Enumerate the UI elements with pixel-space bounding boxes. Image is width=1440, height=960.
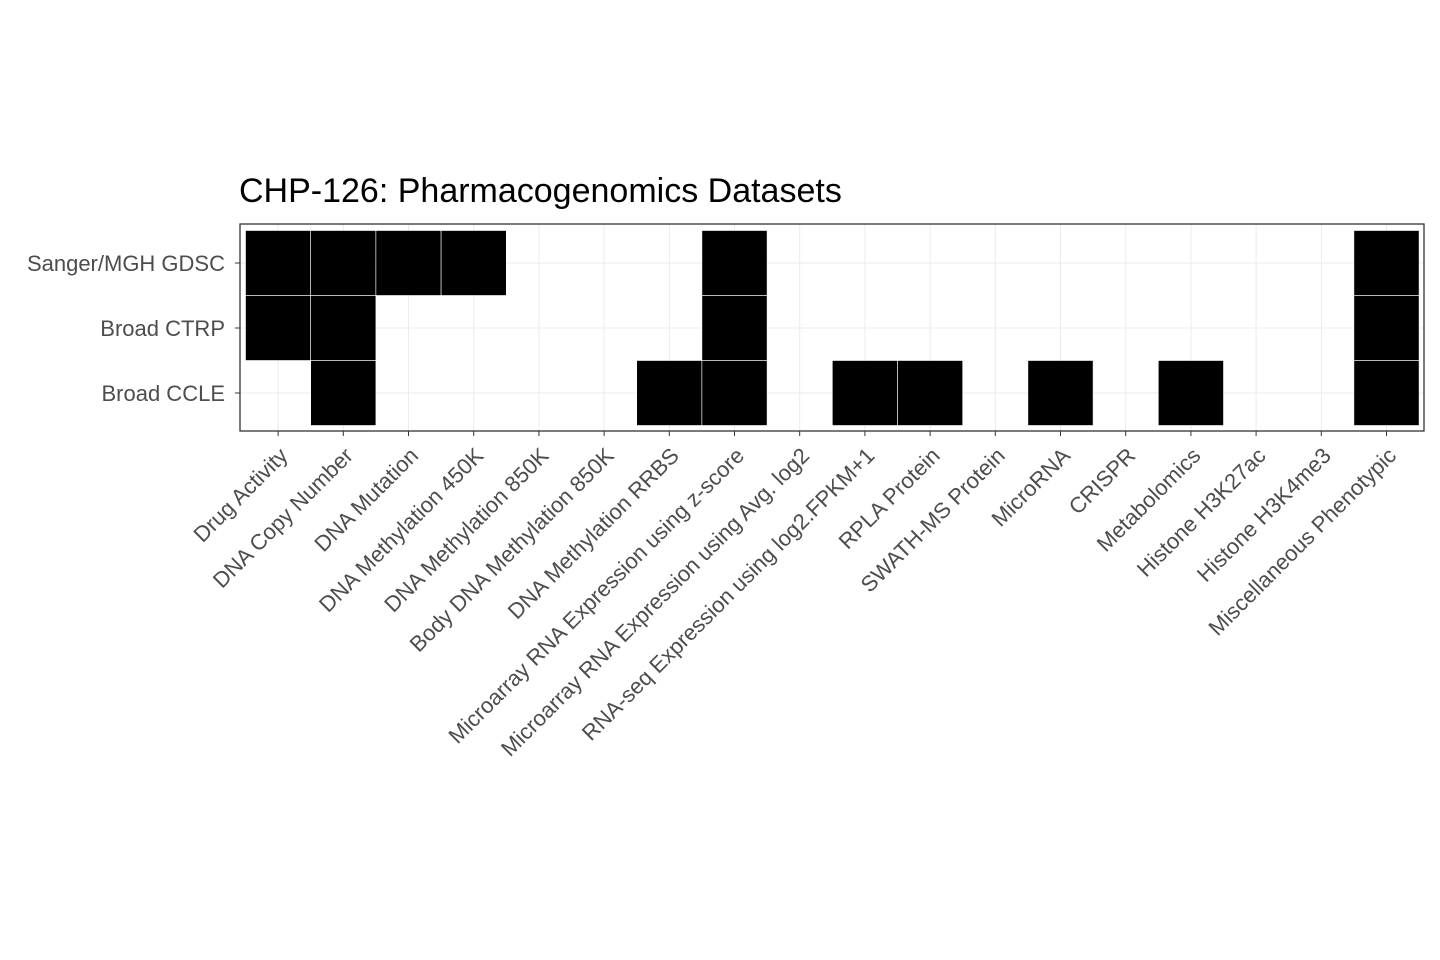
heatmap-cell (310, 360, 377, 426)
heatmap-cell (310, 295, 377, 361)
heatmap-cell (897, 360, 963, 426)
heatmap-cell (701, 295, 768, 361)
y-tick-label: Broad CCLE (101, 381, 225, 406)
heatmap-cells (245, 230, 1420, 426)
heatmap-cell (245, 295, 311, 361)
heatmap-cell (701, 360, 768, 426)
heatmap-cell (831, 360, 898, 426)
heatmap-cell (701, 230, 768, 296)
y-tick-label: Broad CTRP (100, 316, 225, 341)
heatmap-cell (375, 230, 442, 296)
heatmap-cell (1353, 360, 1420, 426)
heatmap-cell (1353, 295, 1420, 361)
heatmap-cell (636, 360, 703, 426)
heatmap-cell (1158, 360, 1224, 426)
heatmap-cell (440, 230, 507, 296)
heatmap-cell (1027, 360, 1094, 426)
heatmap-cell (310, 230, 377, 296)
chart-title: CHP-126: Pharmacogenomics Datasets (239, 172, 842, 210)
y-axis-ticks: Sanger/MGH GDSC Broad CTRP Broad CCLE (27, 251, 240, 406)
y-tick-label: Sanger/MGH GDSC (27, 251, 225, 276)
x-tick-label: Microarray RNA Expression using Avg. log… (496, 443, 814, 761)
heatmap-cell (245, 230, 311, 296)
heatmap-cell (1353, 230, 1420, 296)
